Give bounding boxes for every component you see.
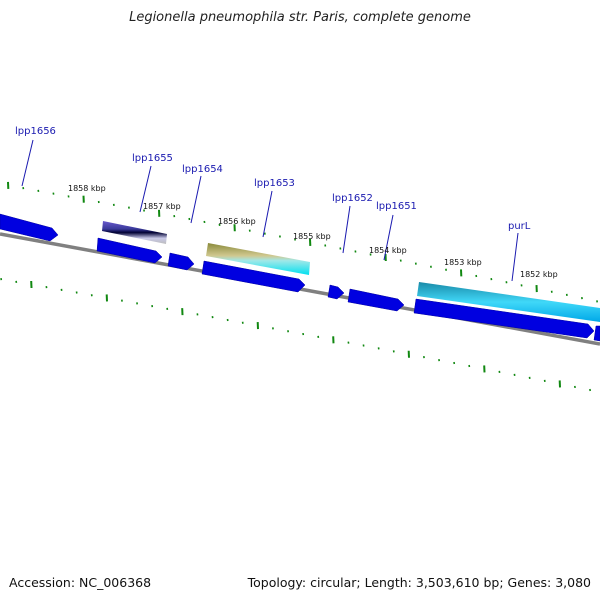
- kbp-label-1857: 1857 kbp: [143, 202, 181, 211]
- leader-lpp1651: [383, 214, 394, 261]
- gene-labels: lpp1656 lpp1655 lpp1654 lpp1653 lpp1652 …: [15, 126, 531, 232]
- feature-track: [102, 221, 600, 322]
- leader-purL: [511, 232, 519, 282]
- kbp-label-1855: 1855 kbp: [293, 232, 331, 241]
- leader-lpp1653: [262, 190, 273, 238]
- gene-label-lpp1654[interactable]: lpp1654: [182, 164, 223, 175]
- label-leader-lines: [21, 139, 519, 282]
- forward-gene-track: [0, 213, 600, 342]
- kbp-label-1853: 1853 kbp: [444, 258, 482, 267]
- gene-lpp1654-arrow[interactable]: [167, 252, 195, 271]
- gene-label-lpp1656[interactable]: lpp1656: [15, 126, 56, 137]
- genome-summary-text: Topology: circular; Length: 3,503,610 bp…: [247, 575, 591, 590]
- feature-lpp1653-band[interactable]: [206, 243, 310, 275]
- inner-tick-row: [0, 278, 591, 392]
- gene-purL-arrow[interactable]: [413, 298, 595, 339]
- gene-label-lpp1653[interactable]: lpp1653: [254, 178, 295, 189]
- kbp-labels: 1858 kbp 1857 kbp 1856 kbp 1855 kbp 1854…: [68, 184, 558, 279]
- gene-lpp1653-arrow[interactable]: [201, 260, 306, 293]
- accession-text: Accession: NC_006368: [9, 575, 152, 590]
- gene-lpp1656-arrow[interactable]: [0, 213, 59, 242]
- gene-label-lpp1652[interactable]: lpp1652: [332, 193, 373, 204]
- gene-label-lpp1651[interactable]: lpp1651: [376, 201, 417, 212]
- gene-lpp1651-arrow[interactable]: [347, 288, 405, 312]
- leader-lpp1654: [190, 175, 202, 224]
- leader-lpp1656: [21, 139, 34, 187]
- outer-tick-row: [7, 181, 598, 303]
- kbp-label-1854: 1854 kbp: [369, 246, 407, 255]
- gene-label-lpp1655[interactable]: lpp1655: [132, 153, 173, 164]
- leader-lpp1655: [139, 165, 152, 213]
- kbp-label-1856: 1856 kbp: [218, 217, 256, 226]
- feature-purL-band[interactable]: [417, 282, 600, 322]
- gene-lpp1652-arrow[interactable]: [327, 284, 345, 300]
- gene-label-purL[interactable]: purL: [508, 221, 531, 232]
- map-title: Legionella pneumophila str. Paris, compl…: [129, 10, 471, 25]
- kbp-label-1852: 1852 kbp: [520, 270, 558, 279]
- feature-lpp1655-band[interactable]: [102, 221, 167, 244]
- gene-next-arrow[interactable]: [593, 325, 600, 342]
- gene-lpp1655-arrow[interactable]: [96, 237, 163, 264]
- leader-lpp1652: [342, 205, 351, 254]
- kbp-label-1858: 1858 kbp: [68, 184, 106, 193]
